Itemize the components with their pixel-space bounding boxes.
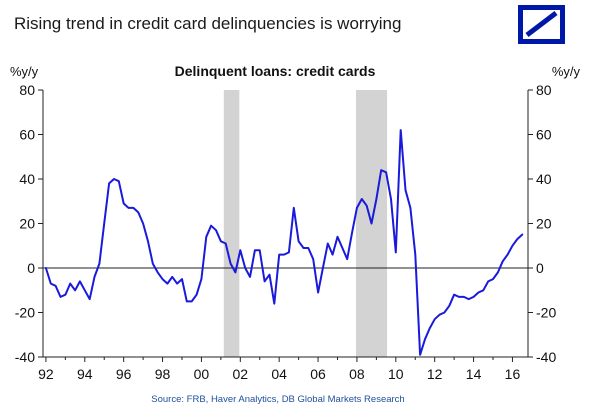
y-tick-label-left: 0 [27, 260, 35, 276]
recession-bands [223, 90, 388, 357]
y-tick-label-right: 40 [536, 171, 552, 187]
deutsche-bank-logo [518, 5, 565, 44]
x-tick-label: 00 [194, 366, 210, 382]
y-tick-label-right: -20 [536, 305, 556, 321]
y-tick-label-right: 0 [536, 260, 544, 276]
x-tick-label: 92 [38, 366, 54, 382]
x-tick-label: 08 [349, 366, 365, 382]
x-tick-label: 06 [310, 366, 326, 382]
x-tick-label: 04 [271, 366, 287, 382]
chart-title: Delinquent loans: credit cards [175, 63, 376, 79]
source-note: Source: FRB, Haver Analytics, DB Global … [151, 394, 404, 405]
x-tick-label: 94 [77, 366, 93, 382]
headline: Rising trend in credit card delinquencie… [14, 14, 401, 33]
y-tick-label-left: 80 [19, 82, 35, 98]
x-tick-label: 14 [466, 366, 482, 382]
series-line-credit-card-delinquencies [44, 129, 524, 356]
x-tick-label: 02 [233, 366, 249, 382]
x-tick-label: 16 [505, 366, 521, 382]
y-tick-label-left: 60 [19, 127, 35, 143]
y-axis-unit-left: %y/y [10, 64, 39, 79]
x-tick-label: 98 [155, 366, 171, 382]
y-tick-label-right: 20 [536, 216, 552, 232]
y-tick-label-right: 60 [536, 127, 552, 143]
recession-band-0 [223, 90, 240, 357]
x-tick-label: 12 [427, 366, 443, 382]
x-tick-label: 96 [116, 366, 132, 382]
logo-slash [525, 11, 558, 37]
axes [38, 89, 533, 362]
y-tick-label-left: -20 [15, 305, 35, 321]
y-tick-label-right: 80 [536, 82, 552, 98]
y-tick-label-left: 20 [19, 216, 35, 232]
series-layer [44, 129, 524, 356]
y-axis-unit-right: %y/y [552, 64, 581, 79]
y-tick-label-right: -40 [536, 349, 556, 365]
y-tick-label-left: -40 [15, 349, 35, 365]
y-tick-label-left: 40 [19, 171, 35, 187]
x-tick-label: 10 [388, 366, 404, 382]
